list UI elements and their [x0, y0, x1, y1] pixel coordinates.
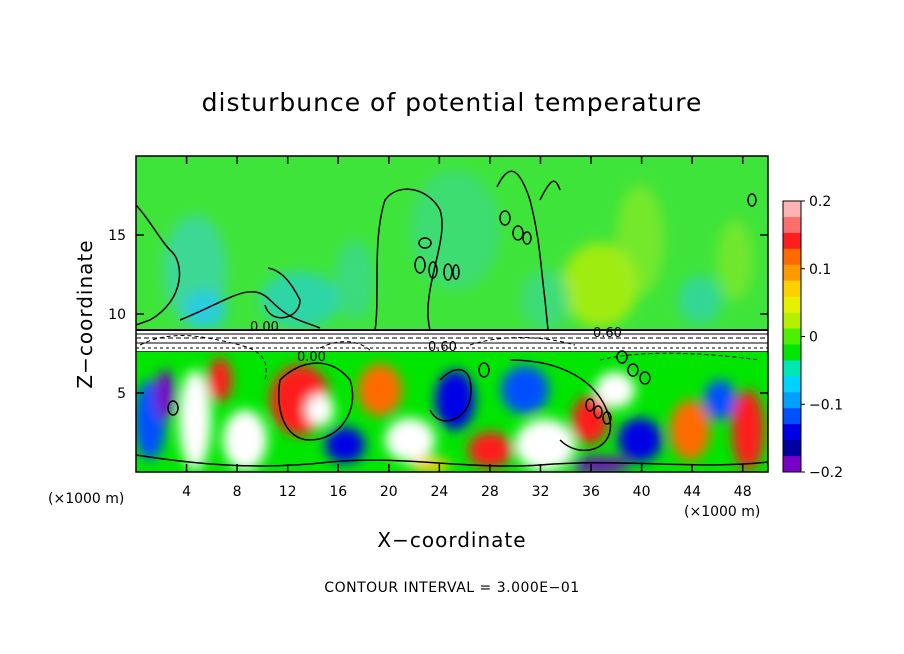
- x-tick-label: 8: [233, 484, 242, 500]
- colorbar-swatch: [783, 280, 801, 298]
- y-tick-label: 5: [117, 386, 126, 402]
- x-tick-label: 16: [329, 484, 347, 500]
- colorbar-swatch: [783, 360, 801, 377]
- x-tick-label: 44: [683, 484, 701, 500]
- colorbar-tick-label: −0.1: [809, 397, 843, 413]
- colorbar: [782, 200, 802, 473]
- x-tick-label: 12: [279, 484, 297, 500]
- contour-label: 0.60: [593, 326, 622, 341]
- colorbar-tick-label: −0.2: [809, 465, 843, 481]
- x-tick-label: 4: [182, 484, 191, 500]
- contour-label: 0.00: [250, 320, 279, 335]
- colorbar-swatch: [783, 456, 801, 473]
- colorbar-swatch: [783, 376, 801, 393]
- colorbar-swatch: [783, 408, 801, 425]
- x-tick-label: 32: [532, 484, 550, 500]
- colorbar-swatch: [783, 392, 801, 409]
- contour-label: 0.60: [428, 340, 457, 355]
- x-unit-right: (×1000 m): [684, 504, 760, 520]
- x-tick-label: 24: [430, 484, 448, 500]
- y-tick-label: 15: [108, 228, 126, 244]
- y-axis-label: Z−coordinate: [73, 239, 97, 388]
- colorbar-tick-label: 0.2: [809, 194, 831, 210]
- colorbar-swatch: [783, 264, 801, 282]
- inversion-band: [136, 330, 768, 352]
- colorbar-swatch: [783, 312, 801, 330]
- x-tick-label: 20: [380, 484, 398, 500]
- colorbar-swatch: [783, 344, 801, 361]
- x-tick-label: 48: [734, 484, 752, 500]
- colorbar-tick-label: 0.1: [809, 262, 831, 278]
- colorbar-ticks: 0.2 0.1 0 −0.1 −0.2: [801, 194, 843, 481]
- contour-interval-note: CONTOUR INTERVAL = 3.000E−01: [324, 580, 579, 596]
- colorbar-swatch: [783, 248, 801, 266]
- colorbar-swatch: [783, 328, 801, 345]
- colorbar-tick-label: 0: [809, 330, 818, 346]
- colorbar-swatch: [783, 216, 801, 234]
- contour-label: 0.00: [297, 350, 326, 365]
- chart-title: disturbunce of potential temperature: [202, 88, 703, 117]
- colorbar-swatch: [783, 440, 801, 457]
- colorbar-swatch: [783, 424, 801, 441]
- x-axis: 4 8 12 16 20 24 28 32 36 40 44 48: [182, 156, 752, 500]
- colorbar-swatch: [783, 296, 801, 314]
- colorbar-swatch: [783, 232, 801, 250]
- contour-dashed: [139, 335, 761, 381]
- x-tick-label: 28: [481, 484, 499, 500]
- x-unit-left: (×1000 m): [48, 491, 124, 507]
- plot-area: 0.00 0.00 0.60 0.60: [136, 156, 768, 472]
- lower-turbulence: [136, 358, 764, 472]
- x-tick-label: 40: [633, 484, 651, 500]
- x-axis-label: X−coordinate: [377, 528, 526, 552]
- colorbar-swatch: [783, 201, 801, 218]
- y-tick-label: 10: [108, 307, 126, 323]
- y-axis: 5 10 15: [108, 228, 768, 402]
- x-tick-label: 36: [582, 484, 600, 500]
